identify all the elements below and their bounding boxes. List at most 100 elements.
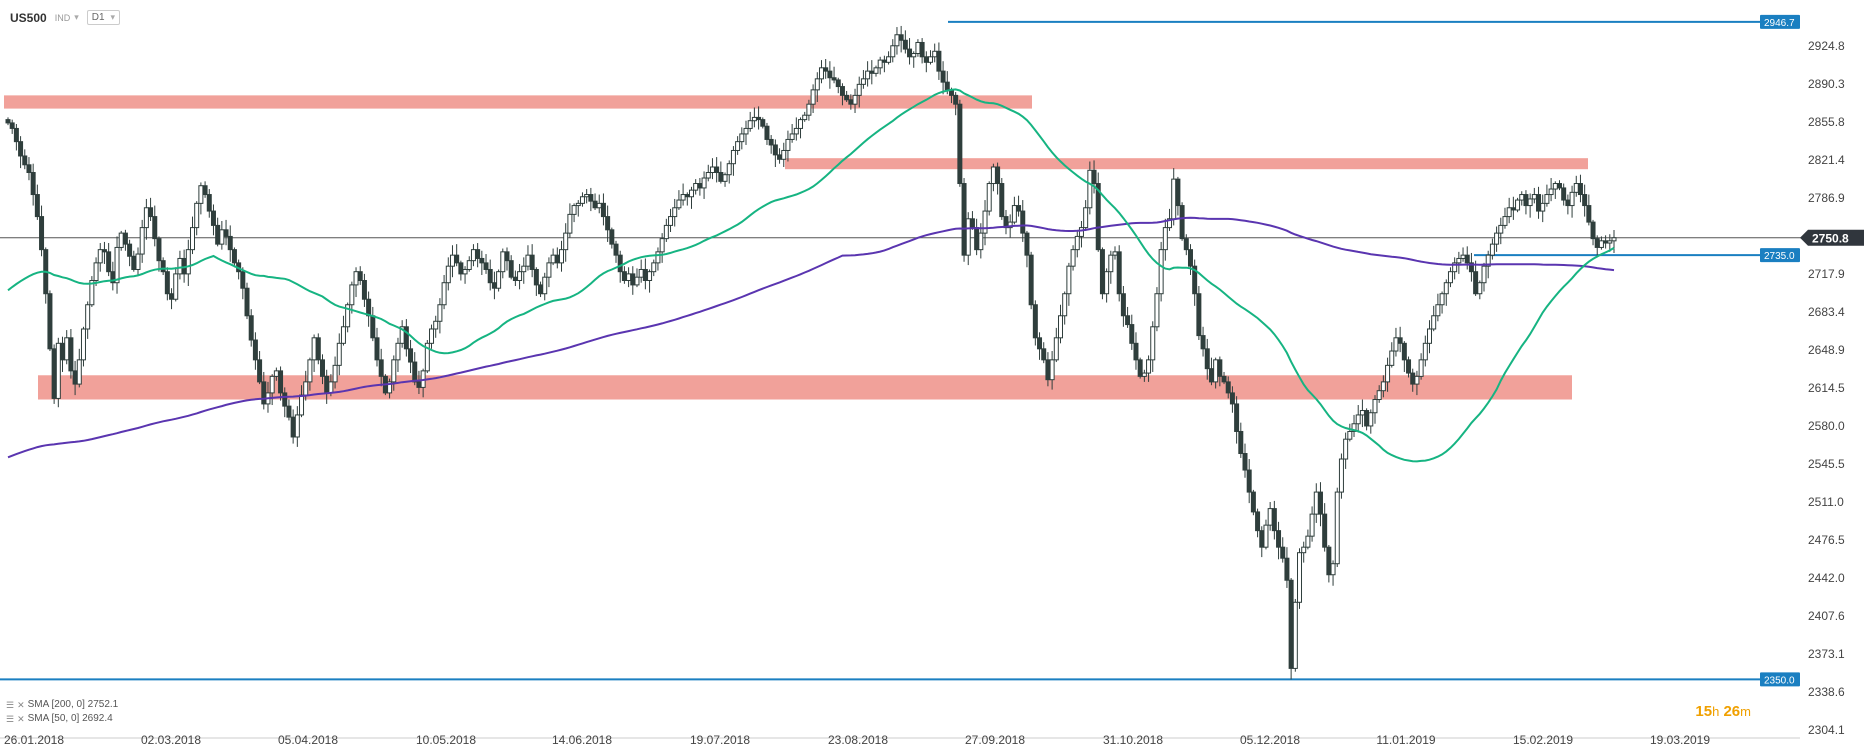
candle [760, 117, 766, 129]
candle [735, 136, 741, 155]
candle [986, 181, 992, 216]
candle-body [684, 194, 690, 198]
time-axis[interactable]: 26.01.2018 02.03.2018 05.04.2018 10.05.2018… [0, 733, 1800, 747]
candle-body [818, 67, 824, 80]
legend-item-sma50[interactable]: ☰ ✕ SMA [50, 0] 2692.4 [6, 712, 118, 726]
candle [307, 357, 313, 391]
candle-body [898, 34, 904, 41]
y-tick-label: 2476.5 [1808, 533, 1845, 547]
candle [517, 263, 523, 290]
candle [1255, 508, 1261, 538]
candle-body [194, 202, 200, 229]
price-axis[interactable]: 2924.8 2890.3 2855.8 2821.4 2786.9 2717.9 2683… [1808, 39, 1845, 737]
candle [429, 324, 435, 349]
candle [257, 351, 263, 385]
x-tick-label: 31.10.2018 [1103, 733, 1163, 747]
candle-body [303, 381, 309, 396]
candle [1540, 194, 1546, 223]
candle [206, 189, 212, 218]
candle [1556, 180, 1562, 191]
candle-body [1607, 240, 1613, 244]
candle [751, 107, 757, 128]
candle [1334, 487, 1340, 568]
candle-body [512, 276, 518, 282]
legend-item-sma200[interactable]: ☰ ✕ SMA [200, 0] 2752.1 [6, 698, 118, 712]
horizontal-levels[interactable] [0, 20, 1760, 681]
candle [1376, 385, 1382, 403]
candle [1091, 160, 1097, 194]
candle [194, 201, 200, 236]
candle-body [663, 224, 669, 240]
candle [5, 117, 11, 126]
candle-body [374, 337, 380, 361]
level-tag [1760, 672, 1800, 687]
candle-body [1032, 304, 1038, 339]
candle-body [521, 265, 527, 273]
candle [1322, 503, 1328, 552]
candle [319, 354, 325, 385]
candle [26, 157, 32, 181]
candle-body [718, 172, 724, 182]
candle [202, 181, 208, 198]
candle-body [160, 260, 166, 273]
candle-body [680, 194, 686, 201]
close-icon[interactable]: ✕ [17, 714, 25, 724]
settings-icon[interactable]: ☰ [6, 714, 15, 724]
candle-body [349, 284, 355, 306]
candle [651, 259, 657, 277]
chevron-down-icon[interactable]: ▾ [74, 12, 79, 22]
candle [131, 250, 137, 272]
candle [1259, 526, 1265, 558]
candle [1112, 246, 1118, 260]
candle [30, 163, 36, 206]
candle-body [814, 78, 820, 91]
close-icon[interactable]: ✕ [17, 700, 25, 710]
candle-body [542, 276, 548, 295]
candle [584, 189, 590, 204]
candle-body [932, 50, 938, 58]
candle-body [491, 282, 497, 289]
candle-body [311, 337, 317, 361]
candle-body [454, 254, 460, 264]
candle [919, 38, 925, 64]
candle-body [999, 183, 1005, 218]
symbol-label[interactable]: US500 [10, 10, 47, 25]
settings-icon[interactable]: ☰ [6, 700, 15, 710]
candle [441, 274, 447, 310]
candle-body [781, 149, 787, 160]
candle-body [1280, 546, 1286, 559]
candle-body [873, 67, 879, 74]
candle [1150, 321, 1156, 372]
candle [1506, 197, 1512, 224]
candle [605, 205, 611, 242]
candle-body [592, 200, 598, 209]
candle [1309, 506, 1315, 542]
candle-body [659, 238, 665, 253]
x-tick-label: 26.01.2018 [4, 733, 64, 747]
candle-body [789, 133, 795, 140]
candle-body [1167, 218, 1173, 229]
candle-body [1426, 328, 1432, 344]
timer-hours: 15 [1695, 703, 1713, 720]
candle [831, 66, 837, 84]
candle [156, 236, 162, 272]
candle-body [1213, 359, 1219, 383]
candle-body [1137, 359, 1143, 377]
x-tick-label: 27.09.2018 [965, 733, 1025, 747]
y-tick-label: 2924.8 [1808, 39, 1845, 53]
candle [1317, 482, 1323, 527]
candle [1431, 305, 1437, 332]
candle [726, 160, 732, 184]
y-tick-label: 2683.4 [1808, 305, 1845, 319]
candle [1548, 178, 1554, 202]
candle [999, 178, 1005, 220]
candle [148, 197, 154, 221]
candle-body [190, 227, 196, 251]
candle-body [148, 207, 154, 218]
last-price-tag [1800, 229, 1864, 246]
candle [668, 208, 674, 233]
candle-body [487, 268, 493, 284]
timeframe-select[interactable]: D1 ▾ [86, 10, 121, 25]
candle [1003, 209, 1009, 235]
